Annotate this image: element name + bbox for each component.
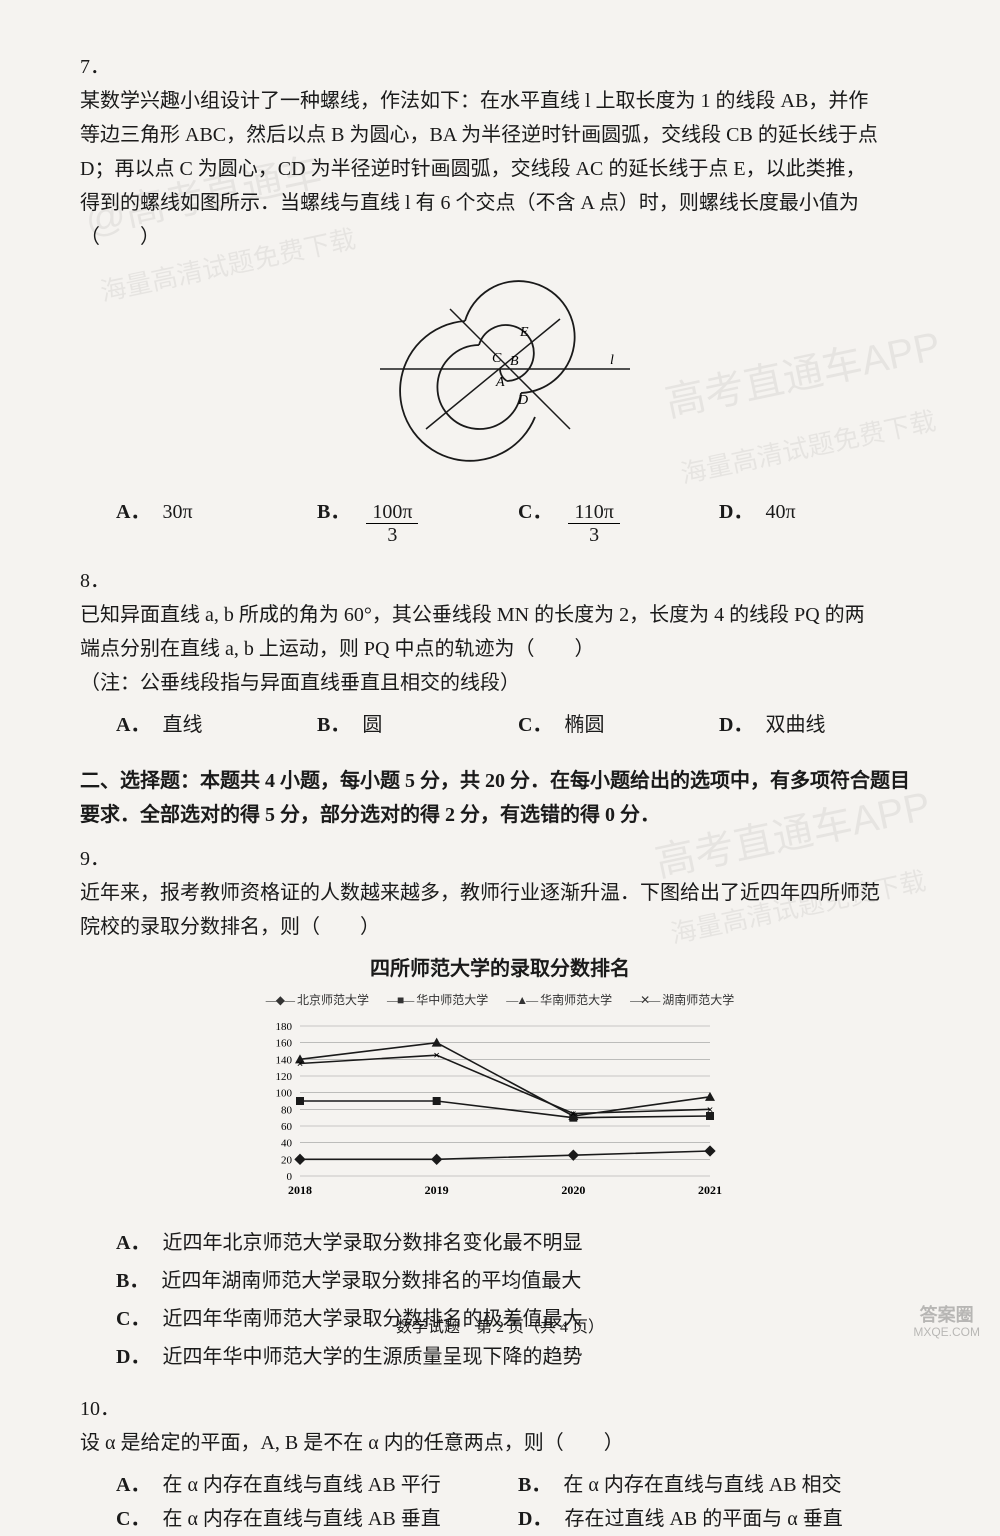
question-text: 已知异面直线 a, b 所成的角为 60°，其公垂线段 MN 的长度为 2，长度… (80, 604, 865, 660)
option-a: A．直线 (116, 708, 317, 742)
svg-text:2018: 2018 (288, 1183, 312, 1197)
option-c: C．在 α 内存在直线与直线 AB 垂直 (116, 1502, 518, 1536)
svg-text:E: E (519, 325, 529, 340)
option-c: C．椭圆 (518, 708, 719, 742)
option-b: B．圆 (317, 708, 518, 742)
question-note: （注：公垂线段指与异面直线垂直且相交的线段） (80, 672, 520, 694)
option-a: A．近四年北京师范大学录取分数排名变化最不明显 (116, 1226, 920, 1260)
question-7: 7． 某数学兴趣小组设计了一种螺线，作法如下：在水平直线 l 上取长度为 1 的… (80, 50, 920, 546)
svg-text:2019: 2019 (425, 1183, 449, 1197)
question-number: 9． (80, 842, 116, 876)
svg-text:40: 40 (281, 1138, 293, 1150)
svg-text:×: × (297, 1057, 304, 1071)
svg-text:A: A (495, 375, 505, 390)
question-number: 8． (80, 564, 116, 598)
svg-text:140: 140 (276, 1055, 293, 1067)
svg-text:180: 180 (276, 1021, 293, 1033)
svg-text:l: l (610, 353, 614, 368)
svg-text:80: 80 (281, 1105, 293, 1117)
svg-text:60: 60 (281, 1121, 293, 1133)
option-d: D．近四年华中师范大学的生源质量呈现下降的趋势 (116, 1340, 920, 1374)
section-2-header: 二、选择题：本题共 4 小题，每小题 5 分，共 20 分．在每小题给出的选项中… (80, 764, 920, 832)
line-chart: 0 20 40 60 80 100 120 140 160 180 2018 2019 2020 2021… (240, 1016, 760, 1201)
option-a: A．在 α 内存在直线与直线 AB 平行 (116, 1468, 518, 1502)
svg-text:120: 120 (276, 1071, 293, 1083)
option-b: B． 100π3 (317, 495, 518, 546)
chart-container: 四所师范大学的录取分数排名 —◆— 北京师范大学—■— 华中师范大学—▲— 华南… (80, 952, 920, 1212)
option-b: B．在 α 内存在直线与直线 AB 相交 (518, 1468, 920, 1502)
option-c: C． 110π3 (518, 495, 719, 546)
svg-text:B: B (510, 354, 519, 369)
option-d: D．40π (719, 495, 920, 546)
svg-text:C: C (492, 351, 502, 366)
question-text: 某数学兴趣小组设计了一种螺线，作法如下：在水平直线 l 上取长度为 1 的线段 … (80, 84, 880, 254)
chart-title: 四所师范大学的录取分数排名 (80, 952, 920, 986)
option-b: B．近四年湖南师范大学录取分数排名的平均值最大 (116, 1264, 920, 1298)
question-number: 10． (80, 1392, 116, 1426)
svg-text:×: × (570, 1107, 577, 1121)
corner-watermark: 答案圈 MXQE.COM (913, 1306, 980, 1339)
spiral-figure: E CBADl (80, 264, 920, 485)
svg-text:×: × (707, 1103, 714, 1117)
question-text: 设 α 是给定的平面，A, B 是不在 α 内的任意两点，则（ ） (80, 1426, 880, 1460)
option-d: D．存在过直线 AB 的平面与 α 垂直 (518, 1502, 920, 1536)
svg-text:100: 100 (276, 1088, 293, 1100)
question-9: 9． 近年来，报考教师资格证的人数越来越多，教师行业逐渐升温．下图给出了近四年四… (80, 842, 920, 1374)
svg-text:D: D (517, 393, 528, 408)
svg-text:2021: 2021 (698, 1183, 722, 1197)
svg-text:20: 20 (281, 1155, 293, 1167)
option-d: D．双曲线 (719, 708, 920, 742)
question-text: 近年来，报考教师资格证的人数越来越多，教师行业逐渐升温．下图给出了近四年四所师范… (80, 876, 880, 944)
question-10: 10． 设 α 是给定的平面，A, B 是不在 α 内的任意两点，则（ ） A．… (80, 1392, 920, 1536)
option-a: A．30π (116, 495, 317, 546)
svg-text:0: 0 (287, 1171, 293, 1183)
chart-legend: —◆— 北京师范大学—■— 华中师范大学—▲— 华南师范大学—✕— 湖南师范大学 (80, 990, 920, 1010)
svg-text:2020: 2020 (561, 1183, 585, 1197)
question-8: 8． 已知异面直线 a, b 所成的角为 60°，其公垂线段 MN 的长度为 2… (80, 564, 920, 742)
svg-text:×: × (433, 1049, 440, 1063)
svg-text:160: 160 (276, 1038, 293, 1050)
question-number: 7． (80, 50, 116, 84)
page-footer: 数学试题 第 2 页（共 4 页） (0, 1314, 1000, 1341)
